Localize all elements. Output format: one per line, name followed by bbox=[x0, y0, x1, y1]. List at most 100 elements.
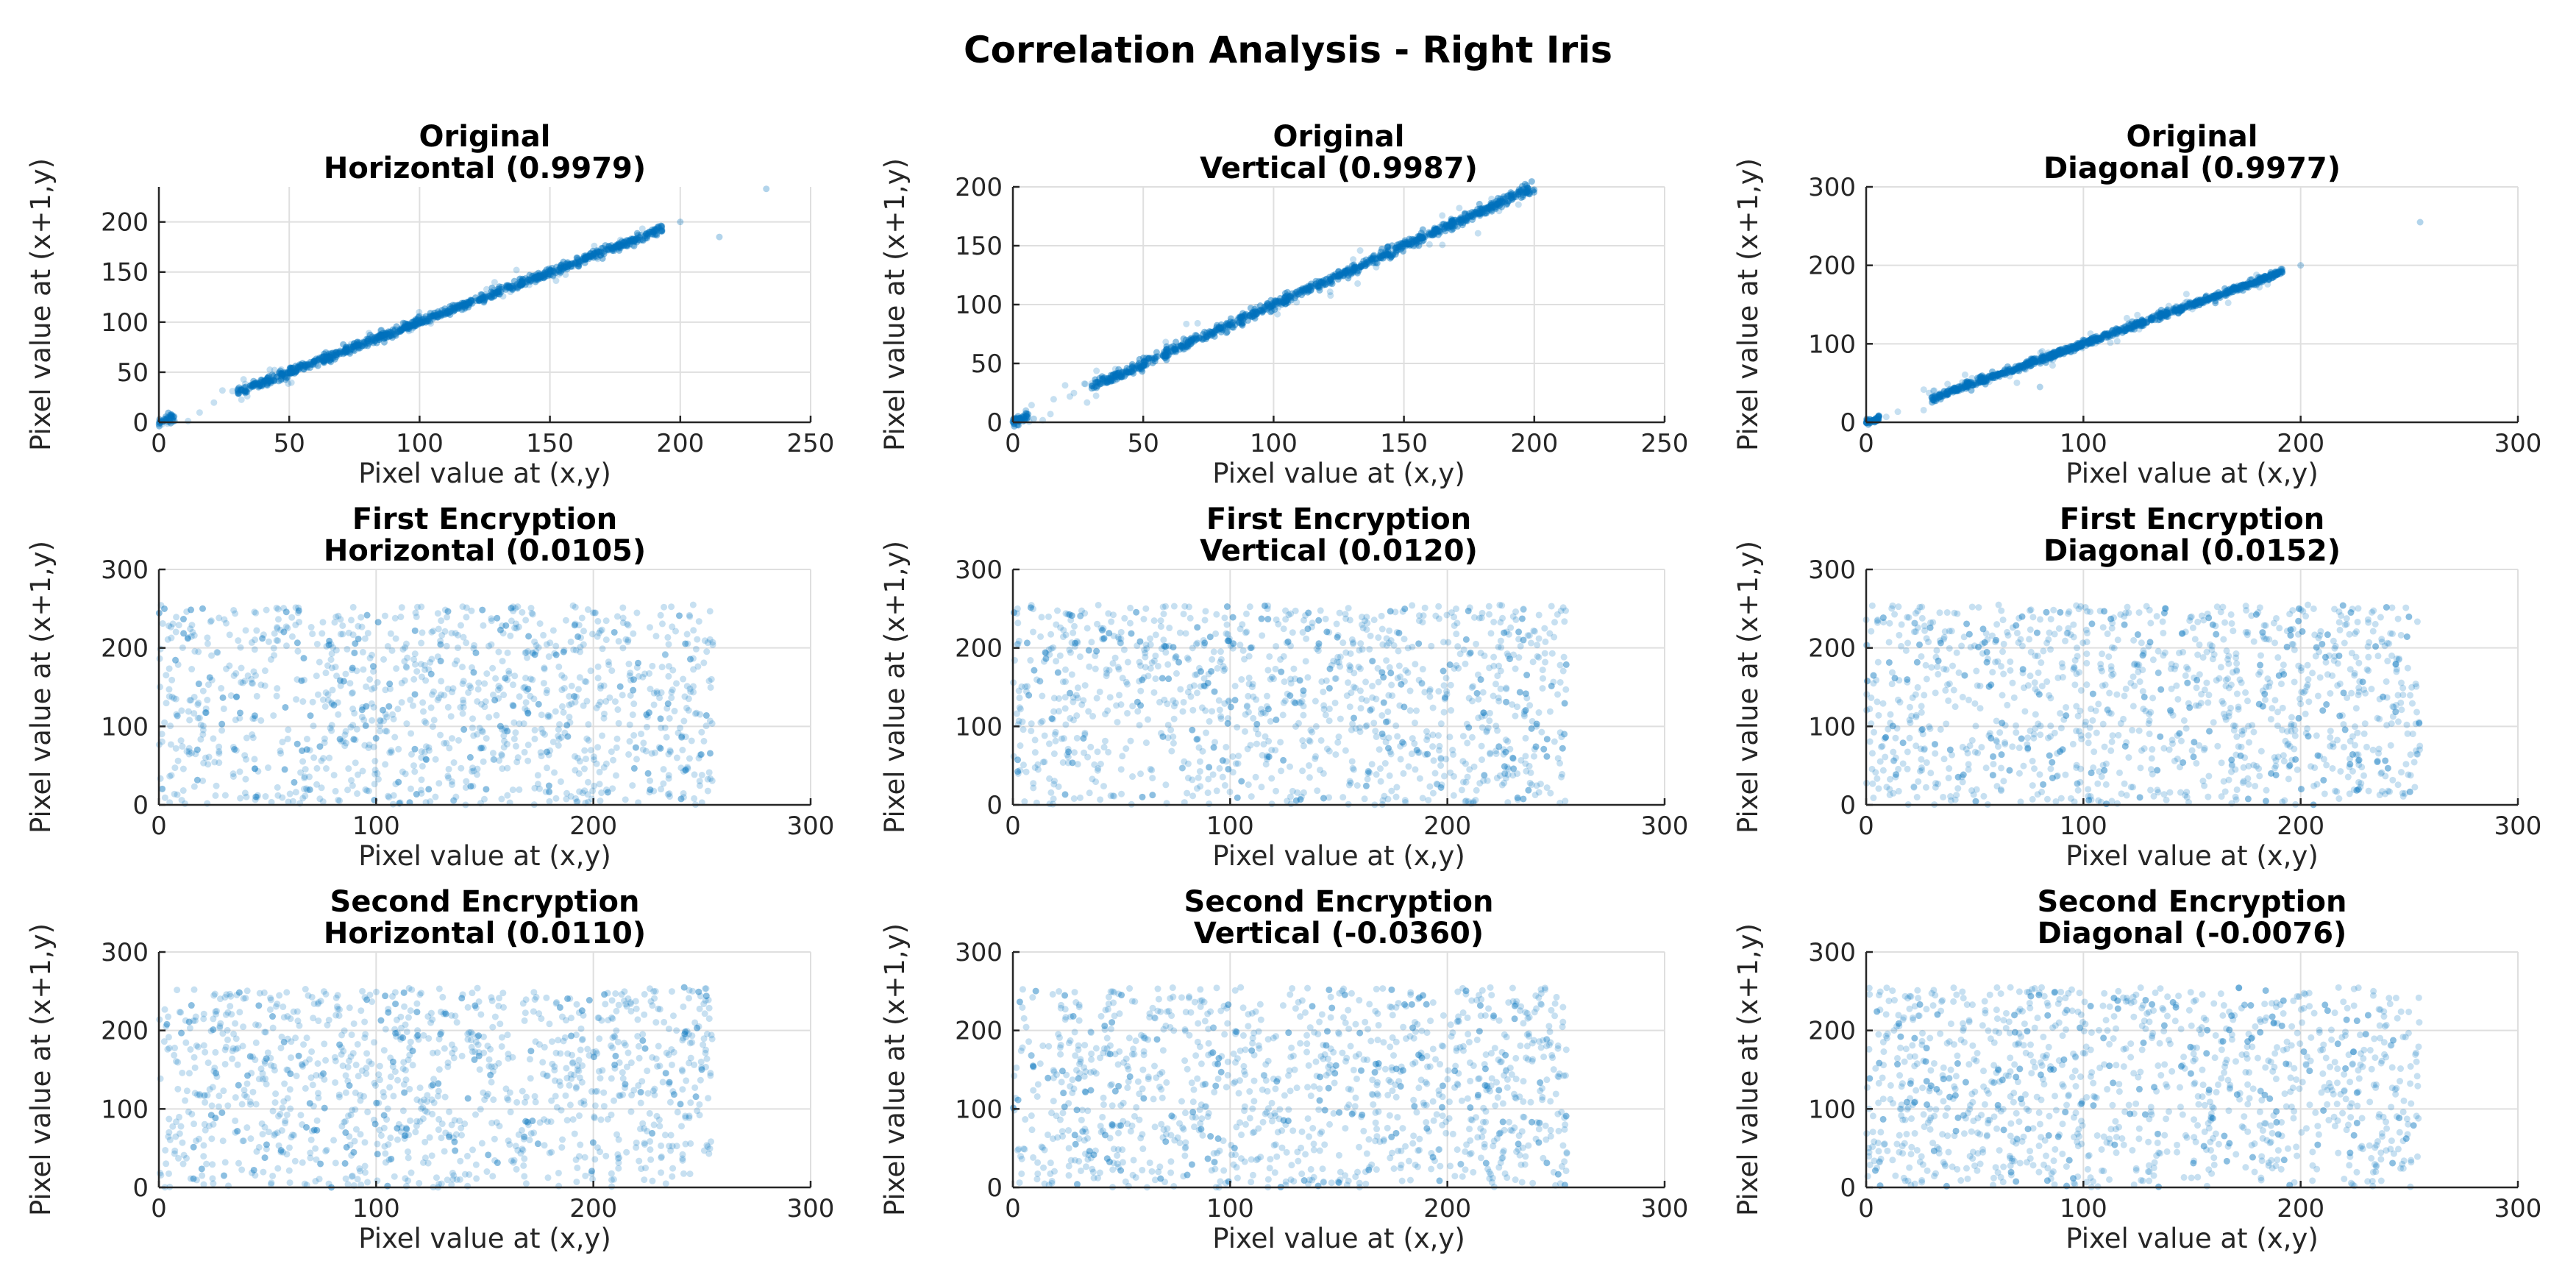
scatter-point bbox=[362, 722, 369, 729]
scatter-point bbox=[1535, 653, 1543, 661]
scatter-point bbox=[1283, 639, 1290, 647]
scatter-point bbox=[428, 656, 435, 663]
scatter-point bbox=[507, 288, 514, 296]
scatter-point bbox=[480, 795, 488, 803]
scatter-point bbox=[1357, 640, 1365, 647]
scatter-point bbox=[1121, 614, 1128, 622]
scatter-point bbox=[1464, 773, 1471, 781]
scatter-point bbox=[488, 615, 495, 622]
scatter-point bbox=[411, 745, 419, 753]
scatter-point bbox=[547, 269, 554, 276]
scatter-point bbox=[1541, 650, 1548, 657]
scatter-point bbox=[549, 267, 556, 274]
scatter-point bbox=[452, 304, 459, 311]
scatter-point bbox=[1985, 378, 1993, 386]
scatter-point bbox=[1243, 703, 1250, 710]
scatter-point bbox=[1076, 653, 1084, 661]
scatter-point bbox=[207, 617, 215, 625]
scatter-point bbox=[419, 313, 427, 321]
scatter-point bbox=[2134, 311, 2141, 319]
scatter-point bbox=[372, 735, 380, 742]
scatter-point bbox=[1524, 632, 1531, 639]
scatter-point bbox=[419, 762, 426, 770]
scatter-point bbox=[465, 303, 472, 310]
scatter-point bbox=[1429, 743, 1437, 750]
scatter-point bbox=[560, 258, 567, 266]
scatter-point bbox=[458, 299, 466, 307]
scatter-point bbox=[310, 360, 317, 367]
subplot-title-line2: Horizontal (0.9979) bbox=[324, 152, 646, 185]
scatter-point bbox=[392, 635, 399, 642]
scatter-point bbox=[454, 644, 461, 652]
scatter-point bbox=[411, 768, 419, 775]
scatter-point bbox=[1539, 667, 1546, 674]
scatter-point bbox=[1084, 399, 1091, 406]
scatter-point bbox=[303, 736, 310, 743]
scatter-point bbox=[469, 715, 477, 722]
scatter-point bbox=[574, 798, 581, 806]
scatter-point bbox=[563, 795, 570, 803]
scatter-point bbox=[587, 747, 594, 754]
scatter-point bbox=[1303, 635, 1310, 642]
scatter-point bbox=[2038, 348, 2046, 355]
scatter-point bbox=[586, 252, 594, 260]
scatter-point bbox=[555, 742, 562, 749]
scatter-point bbox=[435, 780, 443, 787]
scatter-point bbox=[1221, 614, 1228, 622]
scatter-point bbox=[233, 693, 241, 700]
scatter-point bbox=[281, 373, 288, 380]
scatter-point bbox=[1497, 685, 1504, 692]
scatter-point bbox=[282, 376, 289, 383]
scatter-point bbox=[282, 374, 290, 382]
scatter-point bbox=[536, 272, 543, 280]
scatter-point bbox=[1227, 703, 1234, 711]
scatter-point bbox=[333, 672, 341, 680]
scatter-point bbox=[1194, 319, 1201, 327]
scatter-point bbox=[483, 285, 491, 293]
scatter-point bbox=[462, 784, 469, 791]
scatter-point bbox=[613, 241, 620, 249]
scatter-point bbox=[1274, 310, 1281, 318]
scatter-point bbox=[396, 328, 403, 335]
scatter-point bbox=[538, 753, 545, 760]
scatter-point bbox=[560, 266, 567, 273]
scatter-point bbox=[296, 360, 304, 368]
scatter-point bbox=[331, 619, 338, 626]
scatter-point bbox=[278, 371, 285, 378]
scatter-point bbox=[460, 726, 468, 733]
scatter-point bbox=[1114, 719, 1121, 726]
scatter-point bbox=[2241, 281, 2249, 288]
scatter-point bbox=[341, 731, 349, 739]
scatter-point bbox=[1348, 726, 1355, 733]
scatter-point bbox=[602, 246, 610, 253]
scatter-point bbox=[168, 676, 176, 683]
scatter-point bbox=[568, 682, 575, 689]
scatter-point bbox=[418, 789, 425, 797]
scatter-point bbox=[167, 722, 174, 730]
scatter-point bbox=[166, 772, 174, 780]
x-tick-label: 100 bbox=[2060, 429, 2107, 458]
scatter-point bbox=[1384, 708, 1392, 715]
scatter-point bbox=[410, 675, 418, 683]
scatter-point bbox=[580, 255, 587, 262]
scatter-point bbox=[1300, 711, 1307, 719]
scatter-point bbox=[543, 689, 550, 697]
scatter-point bbox=[1358, 614, 1365, 621]
scatter-point bbox=[1229, 753, 1237, 760]
scatter-point bbox=[1290, 665, 1298, 672]
scatter-point bbox=[1509, 613, 1517, 620]
scatter-point bbox=[640, 739, 647, 747]
scatter-point bbox=[1100, 783, 1108, 790]
scatter-point bbox=[1092, 778, 1100, 786]
scatter-point bbox=[694, 663, 702, 670]
scatter-point bbox=[1298, 793, 1305, 800]
scatter-point bbox=[548, 264, 555, 271]
scatter-point bbox=[1211, 688, 1218, 695]
scatter-point bbox=[703, 648, 711, 656]
scatter-point bbox=[229, 388, 236, 395]
scatter-point bbox=[410, 318, 418, 325]
scatter-point bbox=[1266, 653, 1273, 660]
scatter-point bbox=[422, 756, 430, 764]
scatter-point bbox=[475, 679, 483, 686]
scatter-point bbox=[585, 736, 592, 744]
